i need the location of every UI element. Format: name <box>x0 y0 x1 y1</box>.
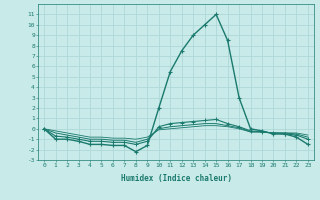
X-axis label: Humidex (Indice chaleur): Humidex (Indice chaleur) <box>121 174 231 183</box>
